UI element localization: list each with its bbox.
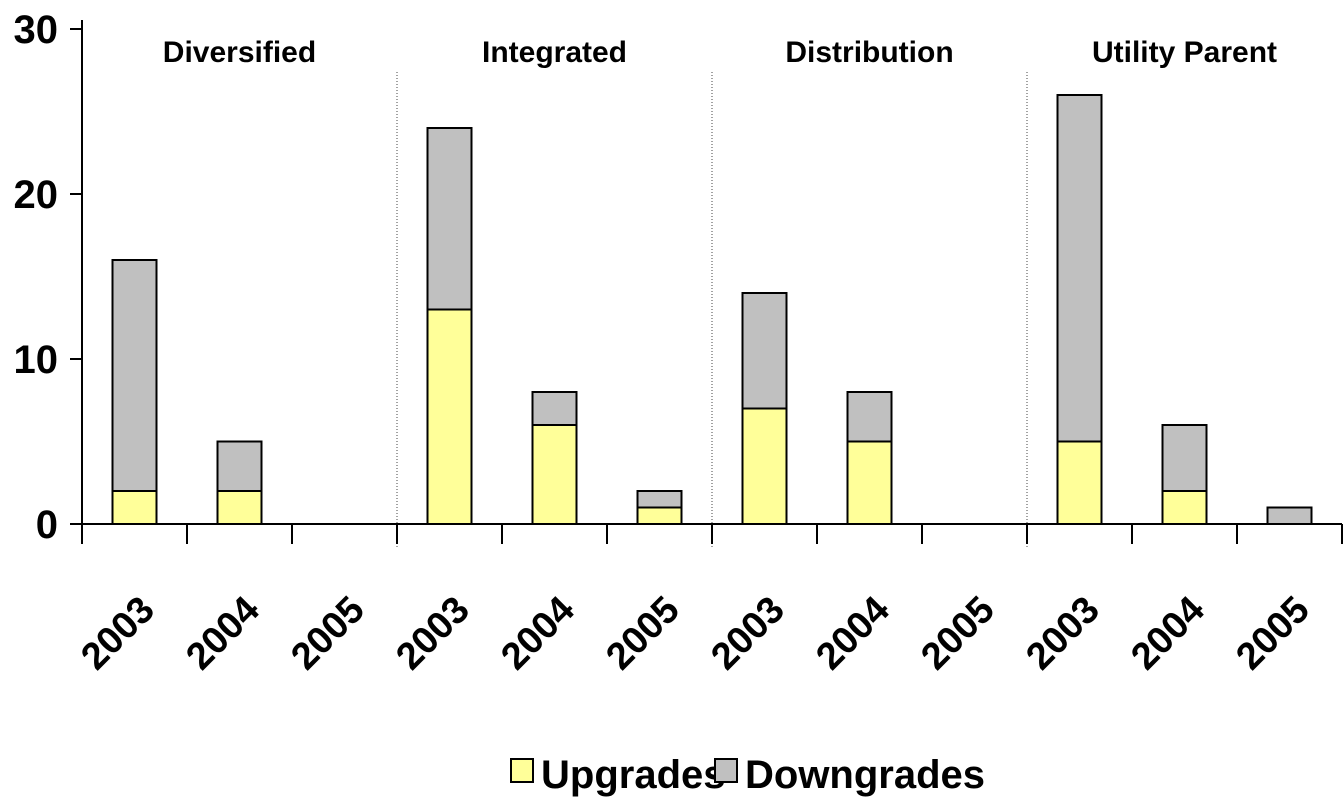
bar-downgrades: [1266, 506, 1313, 525]
x-tick-label: 2003: [1018, 589, 1107, 678]
x-tick-label: 2005: [598, 589, 687, 678]
bar-downgrades: [111, 259, 158, 492]
group-label: Diversified: [163, 36, 316, 69]
group-dividers: [396, 72, 1028, 548]
legend-label: Upgrades: [541, 753, 726, 797]
legend-label: Downgrades: [745, 753, 985, 797]
group-labels: Diversified Integrated Distribution Utility…: [163, 36, 1277, 69]
x-tick-label: 2004: [178, 589, 267, 678]
bar-upgrades: [1056, 440, 1103, 525]
bar-downgrades: [741, 292, 788, 410]
bar-upgrades: [426, 308, 473, 525]
x-tick-label: 2003: [703, 589, 792, 678]
bar-downgrades: [1056, 94, 1103, 443]
bar-upgrades: [1161, 490, 1208, 525]
x-tick-label: 2003: [388, 589, 477, 678]
bar-downgrades: [636, 490, 683, 509]
x-tick-label: 2005: [1228, 589, 1317, 678]
x-tick-label: 2003: [73, 589, 162, 678]
group-label: Integrated: [482, 36, 627, 69]
y-tick-label: 30: [14, 8, 59, 52]
bar-upgrades: [111, 490, 158, 525]
bar-downgrades: [846, 391, 893, 443]
x-tick-label: 2004: [1123, 589, 1212, 678]
y-tick-label: 10: [14, 338, 59, 382]
bar-downgrades: [216, 440, 263, 492]
bar-upgrades: [846, 440, 893, 525]
x-tick-labels: 2003 2004 2005 2003 2004 2005 2003 2004 2005 2003…: [73, 589, 1317, 678]
y-tick-labels: 0 10 20 30: [14, 8, 59, 547]
x-tick-label: 2005: [913, 589, 1002, 678]
bar-downgrades: [1161, 424, 1208, 492]
x-tick-label: 2004: [808, 589, 897, 678]
x-tick-label: 2005: [283, 589, 372, 678]
y-tick-label: 20: [14, 173, 59, 217]
legend-swatch-upgrades: [510, 758, 534, 783]
bar-downgrades: [426, 127, 473, 311]
bars: [111, 94, 1313, 525]
legend-swatch-downgrades: [714, 758, 738, 783]
group-label: Distribution: [785, 36, 953, 69]
bar-downgrades: [531, 391, 578, 426]
x-tick-label: 2004: [493, 589, 582, 678]
axes: [70, 20, 1343, 544]
bar-upgrades: [741, 407, 788, 525]
bar-upgrades: [531, 424, 578, 525]
bar-upgrades: [216, 490, 263, 525]
y-tick-label: 0: [36, 503, 58, 547]
group-label: Utility Parent: [1092, 36, 1277, 69]
legend: Upgrades Downgrades: [510, 753, 985, 797]
bar-upgrades: [636, 506, 683, 525]
